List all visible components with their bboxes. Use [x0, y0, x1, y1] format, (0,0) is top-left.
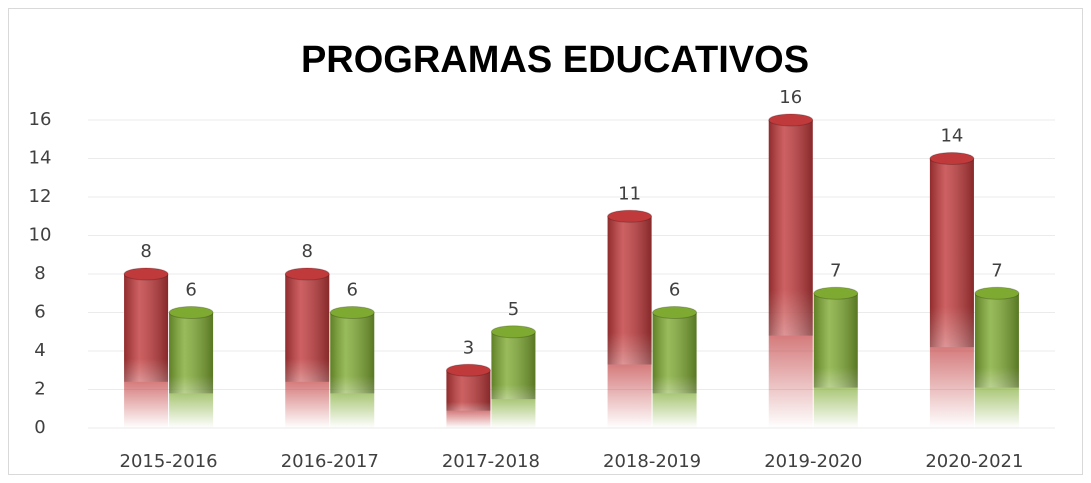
data-label: 7 — [830, 260, 841, 281]
x-tick-label: 2017-2018 — [442, 451, 540, 472]
data-label: 8 — [302, 241, 313, 262]
bar-cap — [607, 209, 653, 223]
y-tick-label: 2 — [34, 379, 45, 400]
bar-shade — [768, 120, 813, 336]
bar-shade — [330, 312, 375, 394]
y-tick-label: 4 — [34, 340, 45, 361]
bar-cap — [652, 306, 698, 319]
bar-cap — [813, 286, 859, 300]
bar-shade — [607, 216, 652, 365]
data-label: 6 — [185, 280, 196, 301]
y-tick-label: 8 — [34, 263, 45, 284]
data-label: 11 — [618, 183, 641, 204]
bar-shade — [169, 312, 214, 394]
bar-cap — [284, 267, 330, 281]
bar-shade — [974, 293, 1019, 388]
x-tick-label: 2015-2016 — [120, 451, 218, 472]
bar-shade — [285, 274, 330, 382]
y-tick-label: 0 — [34, 417, 45, 438]
y-tick-label: 6 — [34, 302, 45, 323]
data-label: 6 — [669, 280, 680, 301]
x-tick-label: 2016-2017 — [281, 451, 379, 472]
y-tick-label: 10 — [29, 225, 52, 246]
data-label: 6 — [347, 280, 358, 301]
data-label: 14 — [940, 126, 963, 147]
bar-cap — [490, 325, 536, 339]
chart-title: PROGRAMAS EDUCATIVOS — [301, 39, 809, 81]
bar-cap — [123, 267, 169, 281]
bar-shade — [491, 331, 536, 400]
bar-shade — [813, 293, 858, 388]
y-tick-label: 16 — [29, 109, 52, 130]
bar-cap — [768, 113, 814, 127]
bar-shade — [446, 370, 491, 411]
bar-cap — [445, 363, 491, 377]
data-label: 8 — [140, 241, 151, 262]
data-label: 7 — [991, 260, 1002, 281]
data-label: 3 — [463, 337, 474, 358]
y-tick-label: 12 — [29, 186, 52, 207]
bar-shade — [929, 158, 974, 348]
bar-cap — [168, 306, 214, 319]
x-tick-label: 2019-2020 — [764, 451, 862, 472]
bar-cap — [974, 286, 1020, 300]
data-label: 5 — [508, 299, 519, 320]
bar-shade — [652, 312, 697, 394]
x-tick-label: 2020-2021 — [925, 451, 1023, 472]
bar-cap — [929, 152, 975, 165]
data-label: 16 — [779, 87, 802, 108]
x-tick-label: 2018-2019 — [603, 451, 701, 472]
bar-cap — [329, 306, 375, 319]
y-tick-label: 14 — [29, 148, 52, 169]
bar-shade — [124, 274, 169, 382]
